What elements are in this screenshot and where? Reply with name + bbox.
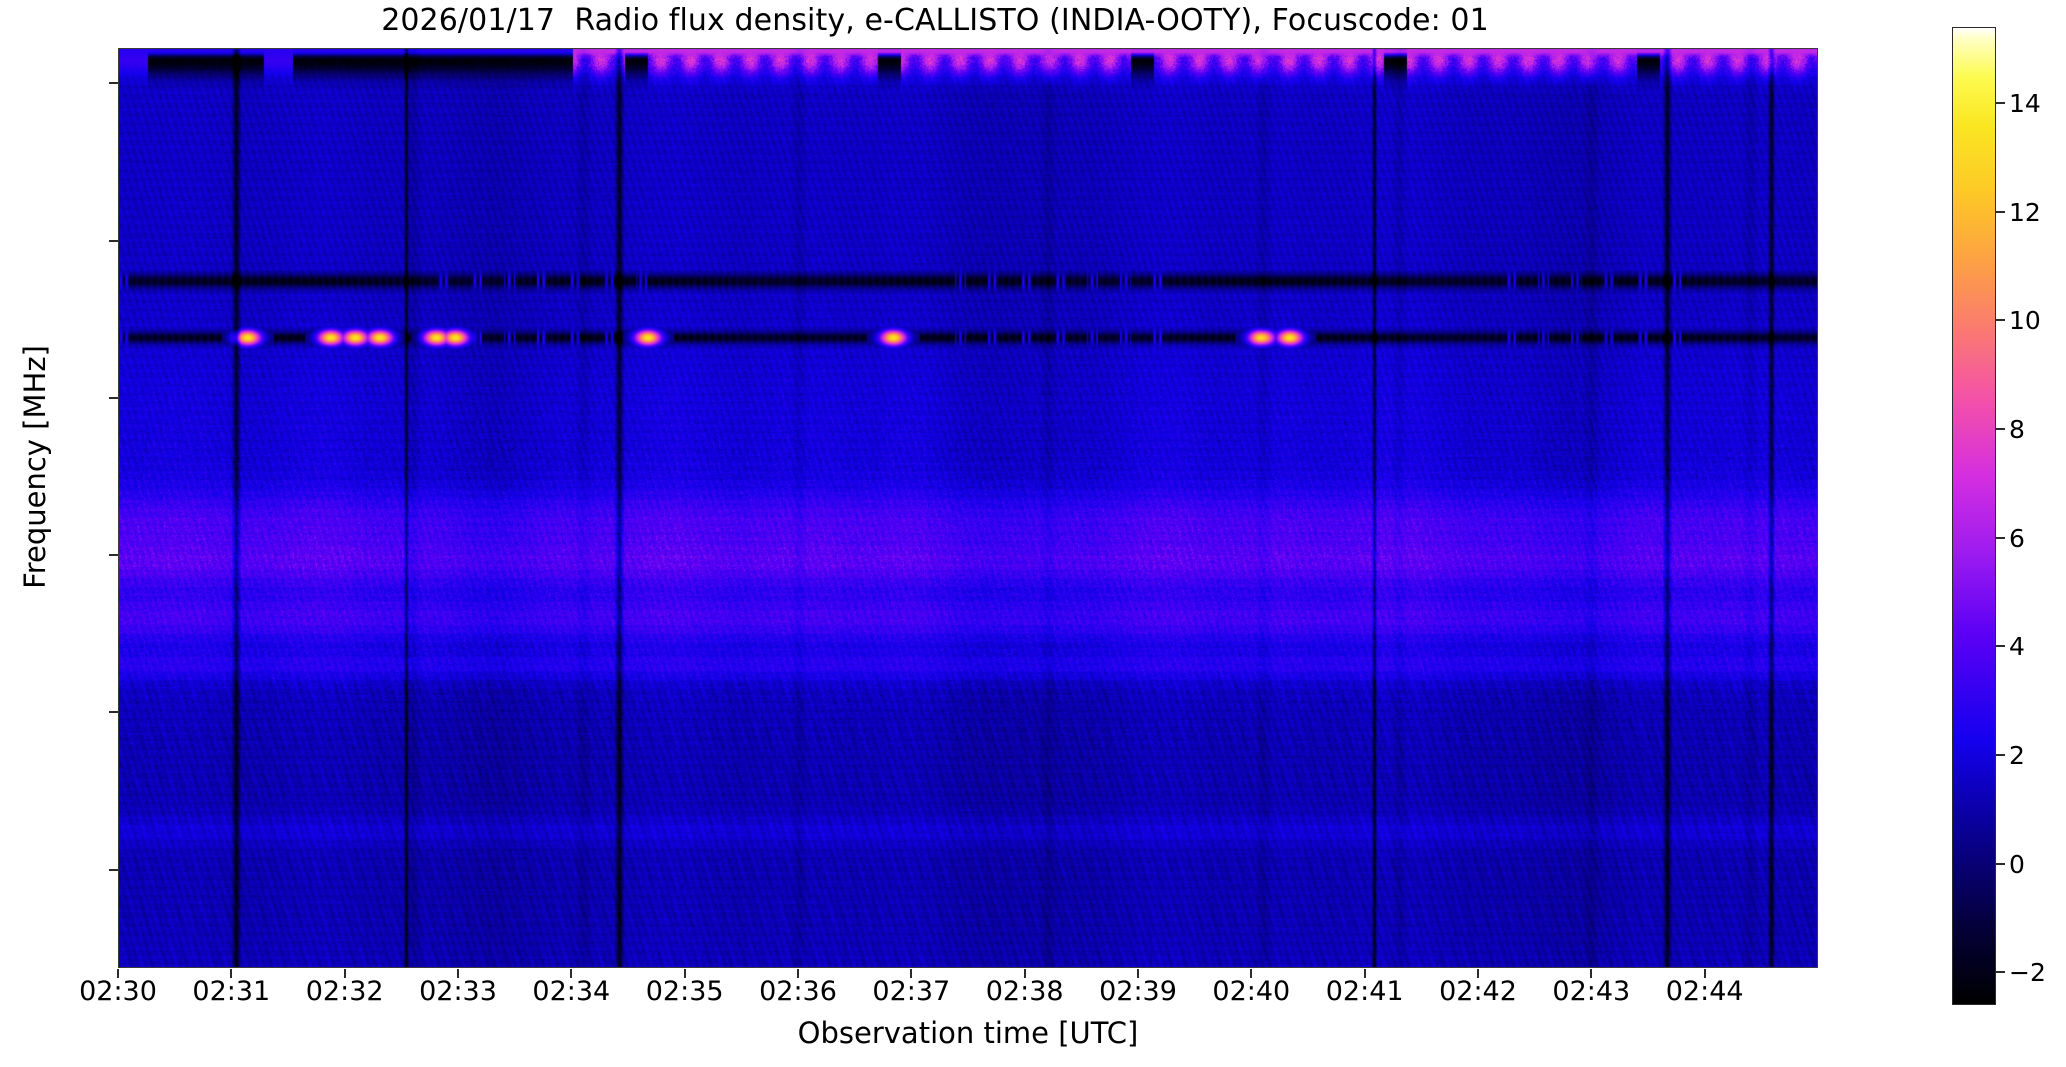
colorbar-tick-label: 12: [2009, 197, 2041, 227]
colorbar-tick-mark: [1996, 210, 2005, 213]
x-tick-label: 02:40: [1212, 976, 1291, 1007]
colorbar-tick-label: −2: [2009, 958, 2046, 988]
figure-title: 2026/01/17 Radio flux density, e-CALLIST…: [381, 3, 1489, 38]
x-tick-label: 02:33: [419, 976, 497, 1007]
x-tick-mark: [117, 969, 119, 978]
y-tick-mark: [109, 554, 118, 557]
colorbar-gradient: [1952, 27, 1996, 1005]
x-tick-label: 02:39: [1099, 976, 1177, 1007]
x-tick-label: 02:41: [1325, 976, 1404, 1007]
colorbar-tick-mark: [1996, 754, 2005, 757]
colorbar-tick-mark: [1996, 645, 2005, 648]
x-tick-mark: [1137, 969, 1139, 978]
x-tick-label: 02:42: [1439, 976, 1517, 1007]
x-tick-label: 02:44: [1665, 976, 1744, 1007]
colorbar-tick-mark: [1996, 319, 2005, 322]
x-tick-mark: [1023, 969, 1026, 978]
y-axis-label: Frequency [MHz]: [18, 345, 52, 589]
x-tick-label: 02:37: [872, 976, 951, 1007]
x-tick-label: 02:36: [759, 976, 837, 1007]
x-tick-mark: [1703, 969, 1706, 978]
x-tick-mark: [683, 969, 686, 978]
x-tick-label: 02:30: [79, 976, 157, 1007]
colorbar-tick-label: 4: [2009, 632, 2025, 662]
colorbar-tick-mark: [1996, 102, 2005, 105]
y-tick-mark: [109, 239, 118, 242]
colorbar-tick-mark: [1996, 862, 2005, 865]
y-tick-mark: [109, 82, 118, 85]
colorbar-tick-label: 8: [2009, 415, 2025, 445]
x-tick-label: 02:34: [532, 976, 611, 1007]
colorbar-tick-label: 14: [2009, 89, 2041, 119]
x-tick-label: 02:31: [192, 976, 271, 1007]
x-tick-mark: [1590, 969, 1593, 978]
x-tick-mark: [797, 969, 799, 978]
x-tick-label: 02:35: [645, 976, 724, 1007]
x-tick-mark: [343, 969, 346, 978]
x-tick-mark: [1250, 969, 1253, 978]
x-tick-mark: [910, 969, 913, 978]
x-tick-label: 02:38: [985, 976, 1064, 1007]
y-tick-mark: [109, 396, 118, 399]
colorbar-tick-label: 10: [2009, 306, 2041, 336]
colorbar-tick-mark: [1996, 536, 2005, 539]
colorbar-tick-label: 2: [2009, 741, 2025, 771]
x-axis-label: Observation time [UTC]: [797, 1016, 1139, 1050]
colorbar-tick-label: 0: [2009, 849, 2025, 879]
y-tick-mark: [109, 711, 118, 714]
x-tick-mark: [570, 969, 573, 978]
spectrogram-image: [119, 49, 1817, 967]
x-tick-mark: [1477, 969, 1479, 978]
x-tick-mark: [230, 969, 233, 978]
colorbar-tick-label: 6: [2009, 523, 2025, 553]
x-tick-label: 02:32: [305, 976, 384, 1007]
colorbar-tick-mark: [1996, 971, 2005, 974]
x-tick-mark: [1363, 969, 1366, 978]
x-tick-mark: [457, 969, 459, 978]
spectrogram-axes: [118, 48, 1818, 968]
x-tick-label: 02:43: [1552, 976, 1631, 1007]
colorbar-tick-mark: [1996, 428, 2005, 431]
y-tick-mark: [109, 868, 118, 871]
